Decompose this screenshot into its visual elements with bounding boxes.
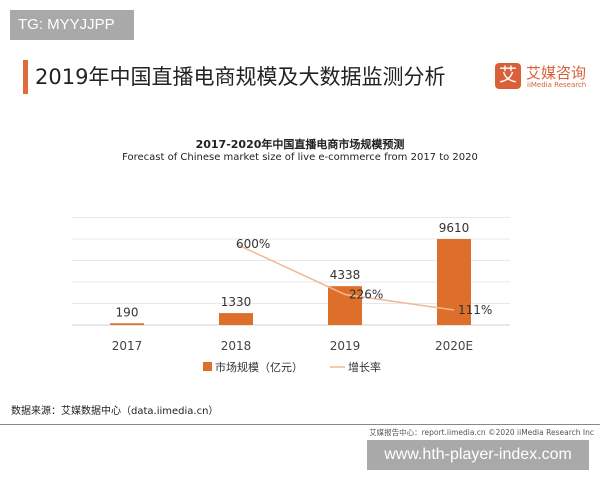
bar-2019 [328, 286, 362, 325]
logo-mark: 艾 [495, 63, 521, 89]
data-source: 数据来源：艾媒数据中心（data.iimedia.cn） [11, 406, 219, 417]
watermark-bottom: www.hth-player-index.com [367, 440, 589, 470]
logo-cn: 艾媒咨询 [526, 64, 587, 82]
chart-subtitle: Forecast of Chinese market size of live … [122, 152, 478, 163]
growth-line [235, 243, 455, 311]
line-label: 111% [458, 303, 492, 317]
x-tick-label: 2018 [221, 339, 252, 353]
legend-bar-label: 市场规模（亿元） [215, 360, 303, 374]
logo-en: iiMedia Research [527, 81, 587, 89]
x-tick-label: 2017 [112, 339, 143, 353]
bar-2018 [219, 313, 253, 325]
x-tick-label: 2019 [330, 339, 361, 353]
page-title: 2019年中国直播电商规模及大数据监测分析 [35, 65, 446, 89]
chart: 190 2017 1330 2018 4338 2019 9610 2020E 600% 226%… [72, 217, 510, 374]
chart-title: 2017-2020年中国直播电商市场规模预测 [195, 138, 405, 151]
legend-line-label: 增长率 [348, 360, 381, 374]
copyright: 艾媒报告中心：report.iimedia.cn ©2020 iiMedia R… [369, 428, 594, 437]
legend-bar-swatch [203, 362, 212, 371]
line-label: 226% [349, 287, 383, 301]
title-accent-bar [23, 60, 28, 94]
imedia-logo: 艾 艾媒咨询 iiMedia Research [490, 60, 600, 92]
bar-label: 1330 [221, 295, 252, 309]
bar-2017 [110, 323, 144, 325]
watermark-top: TG: MYYJJPP [10, 10, 134, 40]
bar-label: 190 [116, 305, 139, 319]
line-label: 600% [236, 237, 270, 251]
bar-label: 9610 [439, 221, 470, 235]
divider [0, 424, 600, 425]
x-tick-label: 2020E [435, 339, 473, 353]
bar-label: 4338 [330, 268, 361, 282]
bar-2020E [437, 239, 471, 325]
